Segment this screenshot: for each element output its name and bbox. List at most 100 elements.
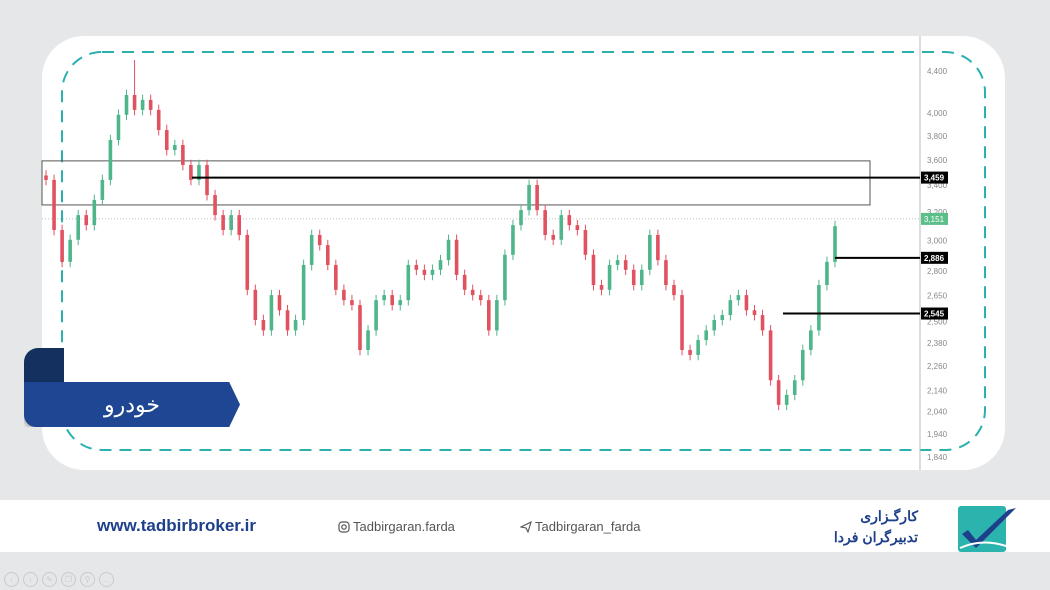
candle-body: [623, 260, 628, 270]
candle-body: [535, 184, 539, 211]
candle-body: [229, 215, 233, 231]
resistance-zone: [41, 160, 871, 206]
candle-body: [156, 109, 161, 131]
candle-body: [269, 295, 274, 331]
y-tick-label: 2,140: [927, 386, 948, 395]
candle-body: [511, 225, 515, 255]
candle-body: [454, 239, 459, 275]
candle-body: [237, 215, 242, 235]
y-tick-label: 2,650: [927, 292, 948, 301]
candle-body: [744, 295, 749, 311]
pen-icon[interactable]: ✎: [42, 572, 57, 587]
candle-body: [334, 264, 338, 290]
candle-body: [285, 310, 290, 331]
y-tick-label: 4,400: [927, 67, 948, 76]
last-price-label: 3,151: [924, 215, 945, 224]
candle-body: [430, 269, 435, 275]
candle-body: [205, 164, 209, 196]
candlestick-chart: 4,400 4,000 3,800 3,600 3,400 3,200 3,000 2,800…: [41, 36, 986, 470]
y-tick-label: 2,380: [927, 339, 948, 348]
brand-line1: کارگـزاری: [860, 508, 918, 524]
candle-body: [599, 285, 604, 290]
candle-body: [60, 230, 64, 262]
candle-body: [462, 274, 467, 290]
candle-body: [639, 269, 644, 286]
y-tick-label: 2,040: [927, 408, 948, 417]
candle-body: [784, 394, 789, 405]
candle-body: [559, 215, 564, 240]
candle-body: [301, 264, 306, 321]
slide-controls: ‹ › ✎ ❐ ⚲ …: [4, 572, 114, 587]
more-icon[interactable]: …: [99, 572, 114, 587]
candle-body: [607, 264, 612, 290]
last-price-badge: [921, 212, 948, 225]
candle-body: [704, 330, 708, 341]
candle-body: [261, 320, 266, 331]
zoom-icon[interactable]: ⚲: [80, 572, 95, 587]
candle-body: [342, 289, 346, 301]
candle-body: [728, 300, 733, 316]
candle-body: [776, 380, 781, 405]
candle-body: [124, 94, 129, 115]
candle-body: [720, 315, 725, 321]
candle-body: [567, 215, 572, 226]
brand-logo: [958, 506, 1016, 552]
y-tick-label: 1,940: [927, 430, 948, 439]
next-icon[interactable]: ›: [23, 572, 38, 587]
candle-body: [350, 300, 354, 306]
candle-body: [44, 175, 48, 180]
candle-body: [446, 239, 451, 261]
instagram-icon: [338, 520, 350, 533]
candle-body: [52, 179, 56, 231]
candle-body: [712, 320, 717, 331]
candle-body: [293, 320, 298, 331]
candle-body: [478, 295, 483, 301]
level-label: 2,545: [924, 310, 945, 319]
candle-body: [76, 215, 81, 240]
y-tick-label: 3,000: [927, 237, 948, 246]
candle-body: [84, 215, 89, 226]
candle-body: [164, 130, 169, 151]
candle-body: [696, 340, 700, 355]
candle-body: [148, 99, 153, 110]
brand-name: کارگـزاری تدبیرگران فردا: [798, 506, 918, 548]
candle-body: [817, 285, 821, 331]
y-tick-label: 2,500: [927, 317, 948, 326]
candle-body: [181, 145, 185, 165]
candle-body: [615, 260, 620, 265]
candle-body: [108, 140, 113, 180]
candle-body: [800, 349, 805, 381]
y-tick-label: 4,000: [927, 109, 948, 118]
website-link[interactable]: www.tadbirbroker.ir: [97, 516, 257, 535]
telegram-link[interactable]: Tadbirgaran_farda: [520, 519, 641, 534]
candle-body: [519, 210, 523, 226]
candle-body: [648, 234, 652, 270]
candle-body: [575, 225, 580, 231]
prev-icon[interactable]: ‹: [4, 572, 19, 587]
level-label: 3,459: [924, 174, 945, 183]
copy-icon[interactable]: ❐: [61, 572, 76, 587]
instagram-link[interactable]: Tadbirgaran.farda: [338, 519, 455, 534]
candle-body: [825, 261, 829, 286]
candle-body: [591, 254, 596, 286]
candle-body: [325, 245, 330, 265]
candle-body: [414, 264, 419, 270]
candle-body: [809, 330, 813, 350]
candle-body: [374, 300, 378, 331]
candle-body: [495, 300, 499, 331]
candle-body: [245, 234, 250, 290]
y-tick-label: 3,400: [927, 181, 948, 190]
candle-body: [100, 179, 105, 200]
y-tick-label: 2,260: [927, 362, 948, 371]
candle-body: [277, 295, 282, 311]
candle-body: [317, 234, 322, 246]
candle-body: [189, 164, 193, 180]
candle-body: [382, 295, 386, 301]
candle-body: [116, 114, 121, 141]
candle-body: [768, 330, 773, 381]
candle-body: [656, 234, 660, 261]
candle-body: [752, 310, 757, 316]
candle-body: [583, 230, 588, 255]
level-badge: [921, 307, 948, 320]
y-tick-label: 1,840: [927, 453, 948, 462]
